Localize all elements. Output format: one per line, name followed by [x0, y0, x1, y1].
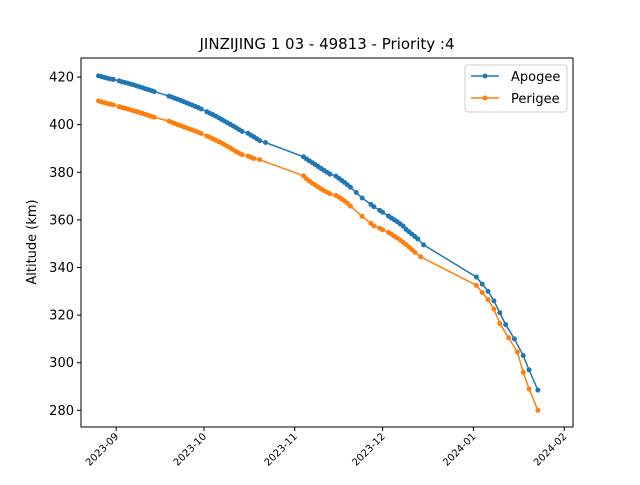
data-point-apogee [520, 353, 526, 359]
data-point-perigee [347, 203, 353, 209]
data-point-apogee [257, 138, 263, 144]
data-point-apogee [485, 288, 491, 294]
data-point-apogee [359, 195, 365, 201]
y-tick-label: 280 [49, 404, 74, 419]
data-point-apogee [347, 184, 353, 190]
data-point-apogee [263, 140, 268, 146]
axes-layer: 280 300 320 340 360 380 400 420 2023-09 2023-10 20… [49, 71, 569, 469]
data-point-perigee [198, 130, 204, 136]
chart-title: JINZIJING 1 03 - 49813 - Priority :4 [199, 35, 455, 53]
data-point-apogee [327, 171, 333, 177]
series-line-perigee [98, 100, 539, 411]
legend: Apogee Perigee [464, 64, 568, 113]
data-point-perigee [473, 282, 479, 288]
legend-marker-perigee [482, 95, 488, 101]
data-point-apogee [503, 322, 509, 328]
x-tick-label: 2023-11 [263, 431, 300, 468]
x-tick-label: 2024-01 [441, 431, 478, 468]
data-point-perigee [485, 297, 491, 303]
data-point-perigee [371, 223, 377, 229]
data-point-apogee [400, 223, 406, 229]
series-apogee [96, 73, 541, 393]
data-point-perigee [526, 386, 532, 392]
data-point-perigee [479, 289, 485, 295]
data-point-perigee [506, 335, 512, 341]
data-point-perigee [520, 369, 526, 375]
data-point-perigee [239, 152, 245, 158]
data-point-perigee [418, 254, 424, 260]
y-tick-label: 360 [49, 213, 74, 228]
data-point-apogee [479, 281, 485, 287]
data-point-perigee [359, 213, 365, 219]
data-point-apogee [421, 242, 427, 248]
x-tick-label: 2023-12 [350, 431, 387, 468]
data-point-apogee [239, 128, 245, 134]
data-point-apogee [151, 89, 157, 95]
data-point-perigee [412, 249, 418, 255]
y-tick-label: 420 [49, 71, 74, 86]
data-point-apogee [526, 367, 532, 373]
y-tick-label: 380 [49, 166, 74, 181]
x-tick-label: 2023-09 [84, 431, 121, 468]
data-point-perigee [110, 102, 116, 108]
data-point-perigee [257, 157, 263, 163]
y-tick-label: 320 [49, 309, 74, 324]
data-point-apogee [415, 236, 421, 242]
x-tick-label: 2024-02 [532, 431, 569, 468]
y-axis-label: Altitude (km) [25, 199, 40, 284]
data-point-perigee [491, 306, 497, 312]
x-tick-label: 2023-10 [172, 431, 209, 468]
data-point-apogee [491, 298, 497, 304]
plot-frame [80, 57, 574, 428]
data-point-apogee [380, 209, 386, 215]
y-tick-label: 400 [49, 118, 74, 133]
data-point-perigee [327, 191, 333, 197]
series-perigee [96, 98, 541, 413]
data-point-apogee [535, 387, 541, 393]
data-point-perigee [151, 114, 157, 120]
data-point-apogee [371, 204, 377, 210]
series-layer [96, 73, 541, 413]
series-line-apogee [98, 75, 539, 391]
data-point-apogee [110, 76, 116, 82]
data-point-apogee [511, 336, 517, 342]
data-point-apogee [198, 106, 204, 112]
data-point-perigee [535, 407, 541, 413]
data-point-perigee [251, 155, 257, 161]
data-point-perigee [514, 349, 520, 355]
legend-label-perigee: Perigee [511, 92, 560, 107]
y-tick-label: 340 [49, 261, 74, 276]
data-point-apogee [353, 190, 359, 196]
legend-marker-apogee [482, 73, 488, 79]
data-point-perigee [380, 227, 386, 233]
data-point-apogee [497, 310, 503, 316]
data-point-apogee [473, 274, 479, 280]
y-tick-label: 300 [49, 356, 74, 371]
data-point-perigee [497, 320, 503, 326]
legend-label-apogee: Apogee [511, 70, 560, 85]
